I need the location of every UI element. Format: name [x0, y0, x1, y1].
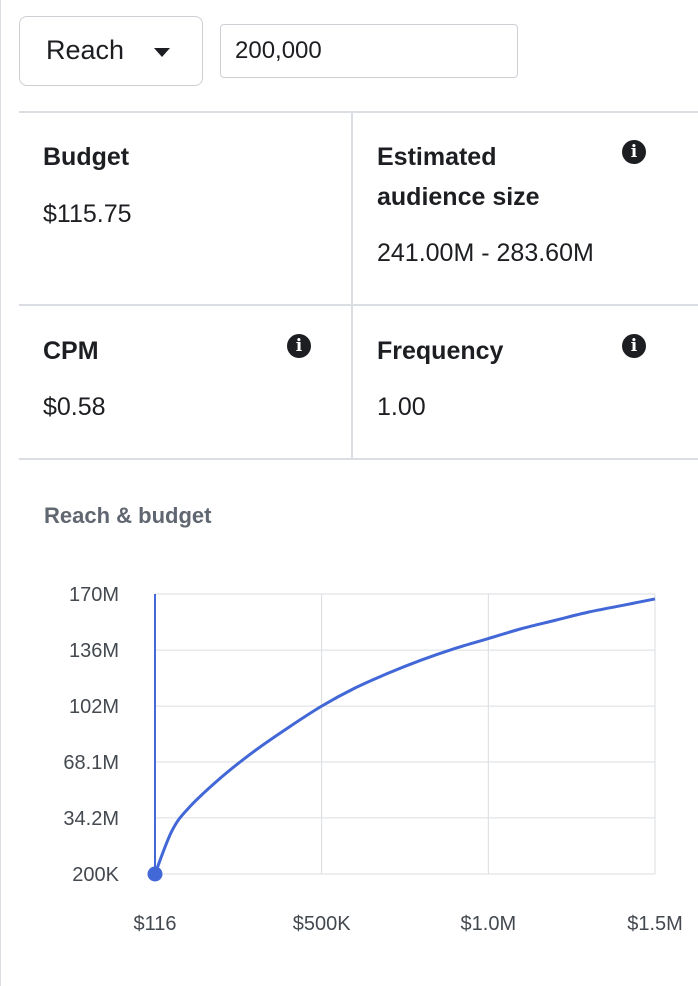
x-tick-label: $1.0M	[461, 913, 517, 935]
audience-size-value: 241.00M - 283.60M	[377, 239, 594, 267]
audience-size-title: Estimated audience size	[377, 137, 540, 217]
y-tick-label: 34.2M	[63, 808, 119, 830]
chart-grid	[155, 593, 656, 875]
reach-series-line	[153, 597, 656, 875]
y-tick-label: 170M	[69, 584, 119, 606]
chart-title: Reach & budget	[44, 503, 212, 528]
chart-tick-labels: 200K 34.2M 68.1M 102M 136M 170M $116 $500K $1.0M…	[63, 584, 682, 935]
info-icon[interactable]: i	[622, 334, 646, 358]
chart-series	[147, 597, 656, 882]
objective-dropdown-label: Reach	[46, 35, 125, 65]
budget-title: Budget	[43, 143, 130, 171]
frequency-title: Frequency	[377, 337, 504, 365]
audience-size-title-line1: Estimated	[377, 143, 497, 171]
current-budget-marker	[147, 866, 163, 882]
divider	[19, 304, 698, 306]
x-tick-label: $1.5M	[627, 913, 683, 935]
reach-budget-chart: 200K 34.2M 68.1M 102M 136M 170M $116 $500K $1.0M…	[63, 584, 682, 935]
audience-size-title-line2: audience size	[377, 183, 540, 211]
y-tick-label: 136M	[69, 640, 119, 662]
y-tick-label: 102M	[69, 696, 119, 718]
divider	[19, 111, 698, 113]
caret-down-icon	[154, 48, 170, 57]
cpm-value: $0.58	[43, 393, 106, 421]
objective-dropdown[interactable]: Reach	[19, 16, 203, 86]
y-tick-label: 68.1M	[63, 752, 119, 774]
x-tick-label: $500K	[293, 913, 351, 935]
cpm-title: CPM	[43, 337, 99, 365]
frequency-value: 1.00	[377, 393, 426, 421]
info-icon[interactable]: i	[622, 140, 646, 164]
divider	[19, 458, 698, 460]
budget-value: $115.75	[43, 200, 132, 228]
divider	[351, 112, 353, 459]
y-tick-label: 200K	[72, 864, 119, 886]
x-tick-label: $116	[133, 913, 176, 935]
info-icon[interactable]: i	[287, 334, 311, 358]
reach-value-input[interactable]	[220, 24, 518, 78]
